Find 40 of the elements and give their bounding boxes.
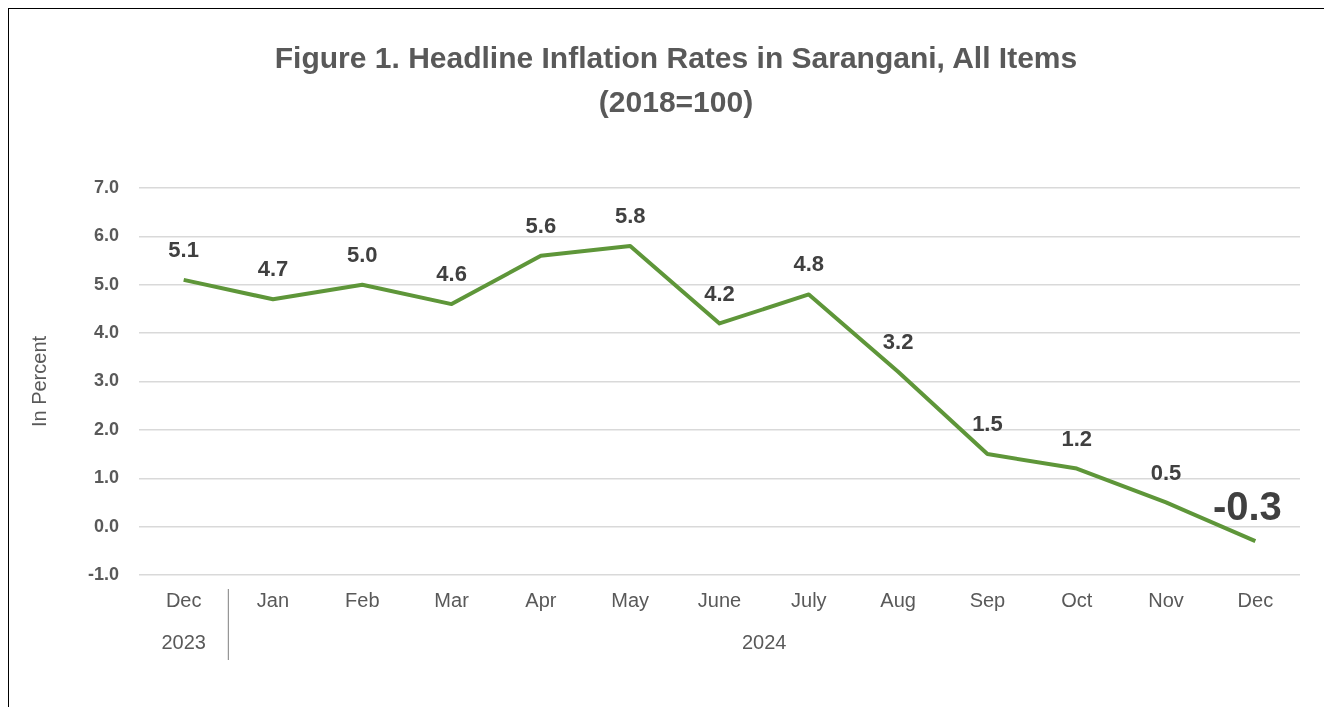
data-label: 1.5 [972, 411, 1003, 437]
y-tick-label: 3.0 [93, 370, 120, 391]
text: 2024 [741, 630, 787, 653]
data-label: 5.6 [525, 212, 557, 238]
data-label: 4.8 [793, 251, 825, 277]
x-tick-label: Jan [256, 588, 290, 611]
x-tick-label: Apr [525, 588, 557, 611]
data-label: -0.3 [1212, 484, 1282, 529]
x-tick-label: Nov [1148, 588, 1184, 611]
x-tick-label: July [791, 588, 827, 611]
data-label: 5.1 [168, 236, 199, 262]
data-label: 0.5 [1150, 459, 1182, 485]
text: 2023 [161, 630, 206, 653]
data-label: 4.6 [436, 261, 467, 287]
data-label: 1.2 [1061, 425, 1093, 451]
y-tick-label: 4.0 [93, 322, 120, 343]
x-tick-label: Mar [434, 588, 470, 611]
y-tick-label: 7.0 [93, 176, 120, 197]
y-tick-label: 5.0 [93, 273, 120, 294]
x-tick-label: June [697, 588, 742, 611]
data-label: 4.2 [704, 280, 735, 306]
y-tick-label: 1.0 [93, 467, 120, 488]
data-label: 5.0 [346, 241, 378, 267]
x-tick-label: Sep [969, 588, 1006, 611]
y-tick-label: 6.0 [93, 225, 120, 246]
y-tick-label: 0.0 [93, 515, 120, 536]
data-label: 3.2 [882, 328, 914, 354]
x-tick-label: Aug [880, 588, 916, 611]
data-label: 5.8 [614, 203, 646, 229]
x-tick-label: Oct [1061, 588, 1093, 611]
x-tick-label: Dec [1237, 588, 1274, 611]
y-axis-title: In Percent [27, 335, 50, 428]
x-tick-label: May [611, 588, 650, 611]
chart-subtitle: (2018=100) [598, 85, 754, 119]
y-tick-label: 2.0 [93, 418, 120, 439]
data-label: 4.7 [257, 256, 289, 282]
chart-title: Figure 1. Headline Inflation Rates in Sarangani, All Items [274, 41, 1078, 75]
x-tick-label: Feb [345, 588, 380, 611]
y-tick-label: -1.0 [87, 563, 120, 584]
x-tick-label: Dec [165, 588, 202, 611]
